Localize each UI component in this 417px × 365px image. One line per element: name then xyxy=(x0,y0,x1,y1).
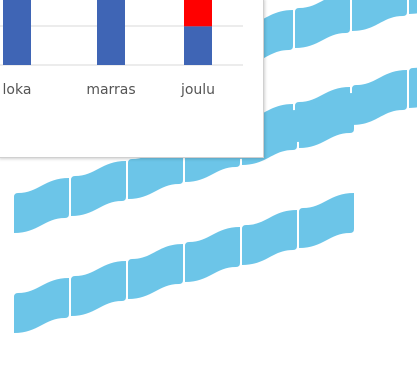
bar-marras-series-1 xyxy=(97,0,125,65)
wave-tile xyxy=(185,227,240,282)
bar-chart: loka marras joulu xyxy=(0,0,243,98)
wave-tile xyxy=(352,70,407,125)
wave-tile xyxy=(128,244,183,299)
x-tick-label-joulu: joulu xyxy=(180,82,215,98)
wave-tile xyxy=(299,193,354,248)
chart-panel[interactable]: loka marras joulu xyxy=(0,0,264,158)
wave-tile xyxy=(409,0,417,14)
wave-tile xyxy=(14,178,69,233)
wave-tile xyxy=(242,210,297,265)
bar-joulu-series-2 xyxy=(184,0,212,27)
wave-tile xyxy=(299,93,354,148)
wave-tile xyxy=(295,0,350,48)
wave-tile xyxy=(352,0,407,31)
wave-tile xyxy=(409,67,417,108)
bar-loka-series-1 xyxy=(3,0,31,65)
wave-tile xyxy=(71,261,126,316)
wave-tile xyxy=(71,161,126,216)
bar-joulu-series-1 xyxy=(184,26,212,65)
x-tick-label-marras: marras xyxy=(86,82,135,98)
wave-tile xyxy=(14,278,69,333)
x-tick-label-loka: loka xyxy=(3,82,32,98)
